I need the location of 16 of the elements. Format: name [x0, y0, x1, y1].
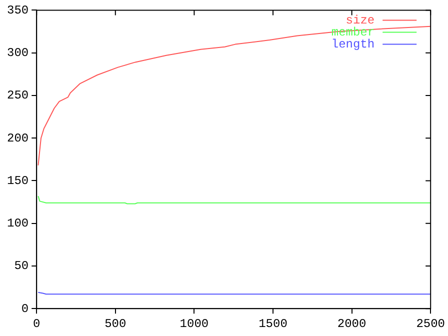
y-tick-label: 350: [6, 3, 29, 18]
x-tick-label: 1500: [258, 316, 288, 331]
y-tick-label: 100: [6, 216, 29, 231]
legend-label: size: [346, 13, 375, 28]
y-tick-label: 150: [6, 174, 29, 188]
x-tick-label: 0: [33, 316, 40, 331]
y-tick-label: 250: [6, 88, 29, 103]
y-tick-label: 0: [21, 302, 29, 316]
x-tick-label: 500: [104, 316, 126, 331]
x-tick-label: 2000: [337, 316, 366, 331]
y-tick-label: 300: [6, 46, 29, 60]
legend-label: length: [331, 37, 375, 52]
y-tick-label: 200: [6, 131, 29, 146]
y-tick-label: 50: [14, 259, 29, 274]
x-tick-label: 2500: [416, 316, 446, 331]
x-tick-label: 1000: [180, 316, 209, 331]
